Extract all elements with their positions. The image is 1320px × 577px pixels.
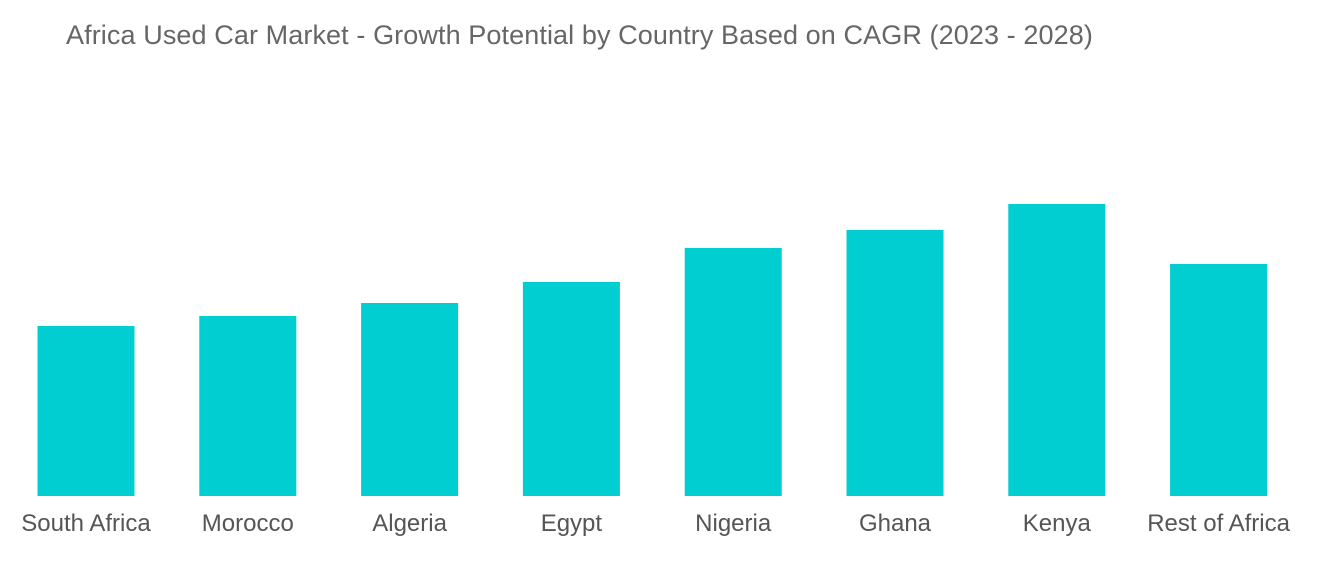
bar-egypt	[522, 282, 620, 496]
x-tick-label: South Africa	[21, 510, 151, 537]
bar-algeria	[361, 303, 459, 496]
x-tick-label: Nigeria	[695, 510, 772, 537]
x-tick-label: Morocco	[202, 510, 294, 537]
bar-rest-of-africa	[1170, 264, 1268, 496]
bar-kenya	[1008, 204, 1106, 496]
bar-nigeria	[684, 248, 782, 496]
x-tick-label: Ghana	[859, 510, 932, 537]
x-tick-label: Algeria	[372, 510, 447, 537]
x-tick-label: Kenya	[1023, 510, 1092, 537]
chart-title: Africa Used Car Market - Growth Potentia…	[66, 20, 1093, 50]
bar-south-africa	[37, 326, 135, 496]
bar-morocco	[199, 316, 297, 496]
bar-ghana	[846, 230, 944, 496]
x-tick-label: Rest of Africa	[1147, 510, 1290, 537]
x-tick-label: Egypt	[541, 510, 603, 537]
